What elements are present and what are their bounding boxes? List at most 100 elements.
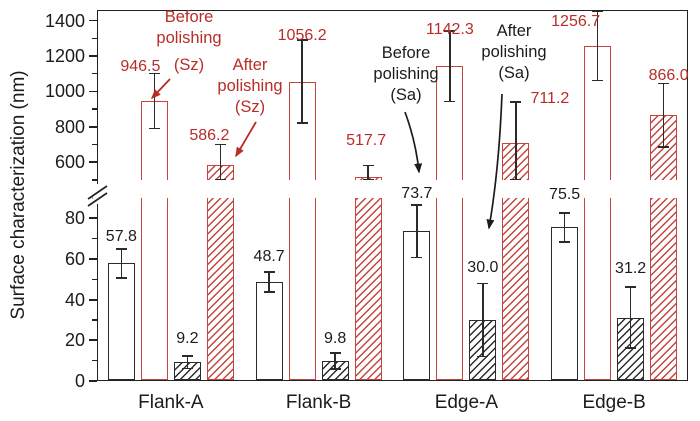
error-bar-cap <box>263 291 275 293</box>
y-axis-major-tick <box>89 126 97 128</box>
bar-value-label: 9.8 <box>324 329 347 347</box>
bar-value-label: 75.5 <box>549 186 581 204</box>
error-bar <box>268 271 270 293</box>
y-axis-major-tick <box>89 19 97 22</box>
error-bar-cap <box>658 82 670 85</box>
annotation-line: Before <box>381 44 431 62</box>
axis-break-gap <box>92 184 103 204</box>
error-bar-cap <box>411 256 423 259</box>
bar-value-label: 586.2 <box>189 127 230 145</box>
y-tick-label: 1200 <box>44 46 85 67</box>
arrow-after-polishing-sz <box>235 121 257 158</box>
error-bar <box>515 101 517 180</box>
annotation-after-sz: After polishing (Sz) <box>202 55 298 118</box>
arrow-before-polishing-sz <box>150 78 171 100</box>
error-bar-cap <box>510 179 522 181</box>
error-bar-cap <box>625 347 637 349</box>
bar-value-label: 866.0 <box>648 67 689 85</box>
error-bar-cap <box>362 164 374 167</box>
bar-value-label: 711.2 <box>530 89 570 107</box>
error-bar-cap <box>510 101 522 103</box>
error-bar <box>301 39 303 124</box>
error-bar-cap <box>296 122 308 124</box>
x-category-label: Edge-B <box>582 392 646 413</box>
annotation-line: (Sa) <box>498 64 530 82</box>
error-bar <box>482 283 484 357</box>
error-bar-cap <box>214 143 226 146</box>
error-bar-cap <box>658 146 670 148</box>
annotation-after-sa: After polishing (Sa) <box>466 21 562 84</box>
bar-before-polishing-sz-edge-b <box>584 46 612 380</box>
annotation-line: (Sz) <box>173 56 205 74</box>
error-bar-cap <box>362 179 374 181</box>
error-bar-cap <box>559 212 571 215</box>
bar-after-polishing-sz-edge-b <box>650 115 678 380</box>
bar-value-label: 57.8 <box>105 228 137 246</box>
y-axis-minor-tick <box>92 319 97 321</box>
bar-value-label: 31.2 <box>615 260 647 278</box>
x-category-label: Flank-B <box>285 392 352 413</box>
error-bar-cap <box>592 10 604 13</box>
annotation-line: After <box>232 56 268 74</box>
y-axis-minor-tick <box>92 143 97 146</box>
y-tick-label: 20 <box>64 330 85 351</box>
error-bar <box>662 83 665 148</box>
y-axis-major-tick <box>89 90 97 93</box>
error-bar-cap <box>115 276 127 279</box>
error-bar-cap <box>411 203 423 206</box>
error-bar <box>120 249 123 278</box>
error-bar-cap <box>477 282 489 285</box>
bar-value-label: 30.0 <box>467 259 499 277</box>
error-bar-cap <box>148 127 160 130</box>
annotation-line: polishing <box>373 65 439 83</box>
bar-after-polishing-sz-flank-a <box>206 164 234 380</box>
bar-before-polishing-sz-edge-a <box>436 66 464 380</box>
y-axis-minor-tick <box>92 359 97 362</box>
y-axis-minor-tick <box>92 278 97 281</box>
error-bar <box>367 165 369 180</box>
error-bar <box>449 30 451 102</box>
y-axis-major-tick <box>89 258 97 260</box>
y-axis-minor-tick <box>92 108 97 110</box>
y-axis-minor-tick <box>92 237 97 240</box>
axis-break-band <box>99 180 686 198</box>
y-tick-label: 0 <box>74 371 85 391</box>
annotation-before-sz: Before polishing (Sz) <box>141 7 237 76</box>
annotation-line: Before <box>164 8 214 26</box>
y-axis-major-tick <box>89 161 97 164</box>
bar-value-label: 1142.3 <box>426 20 474 38</box>
error-bar <box>596 11 599 81</box>
error-bar-cap <box>477 355 489 358</box>
annotation-line: polishing <box>217 77 283 95</box>
error-bar-cap <box>296 39 308 41</box>
y-tick-label: 800 <box>54 116 85 137</box>
bar-before-polishing-sa-flank-a <box>107 263 135 380</box>
error-bar <box>153 73 156 129</box>
bar-before-polishing-sa-flank-b <box>255 281 283 380</box>
y-tick-label: 1400 <box>44 10 85 31</box>
bar-value-label: 48.7 <box>253 247 285 265</box>
error-bar-cap <box>214 179 226 181</box>
bar-value-label: 73.7 <box>401 184 433 202</box>
y-tick-label: 600 <box>54 152 85 173</box>
y-axis-major-tick <box>89 339 97 342</box>
error-bar <box>563 213 566 242</box>
annotation-line: polishing <box>481 43 547 61</box>
error-bar-cap <box>181 367 193 370</box>
error-bar-cap <box>625 286 637 288</box>
y-axis-major-tick <box>89 55 97 57</box>
bar-before-polishing-sz-flank-b <box>288 81 316 380</box>
bar-value-label: 517.7 <box>346 132 387 150</box>
error-bar-cap <box>592 79 604 82</box>
bar-before-polishing-sa-edge-b <box>551 227 579 380</box>
y-axis-major-tick <box>89 217 97 220</box>
y-axis-minor-tick <box>92 73 97 75</box>
error-bar <box>629 287 632 349</box>
annotation-line: (Sa) <box>390 86 422 104</box>
annotation-line: (Sz) <box>234 98 266 116</box>
y-axis-minor-tick <box>92 37 97 40</box>
error-bar-cap <box>115 248 127 251</box>
bar-value-label: 1256.7 <box>551 13 601 31</box>
